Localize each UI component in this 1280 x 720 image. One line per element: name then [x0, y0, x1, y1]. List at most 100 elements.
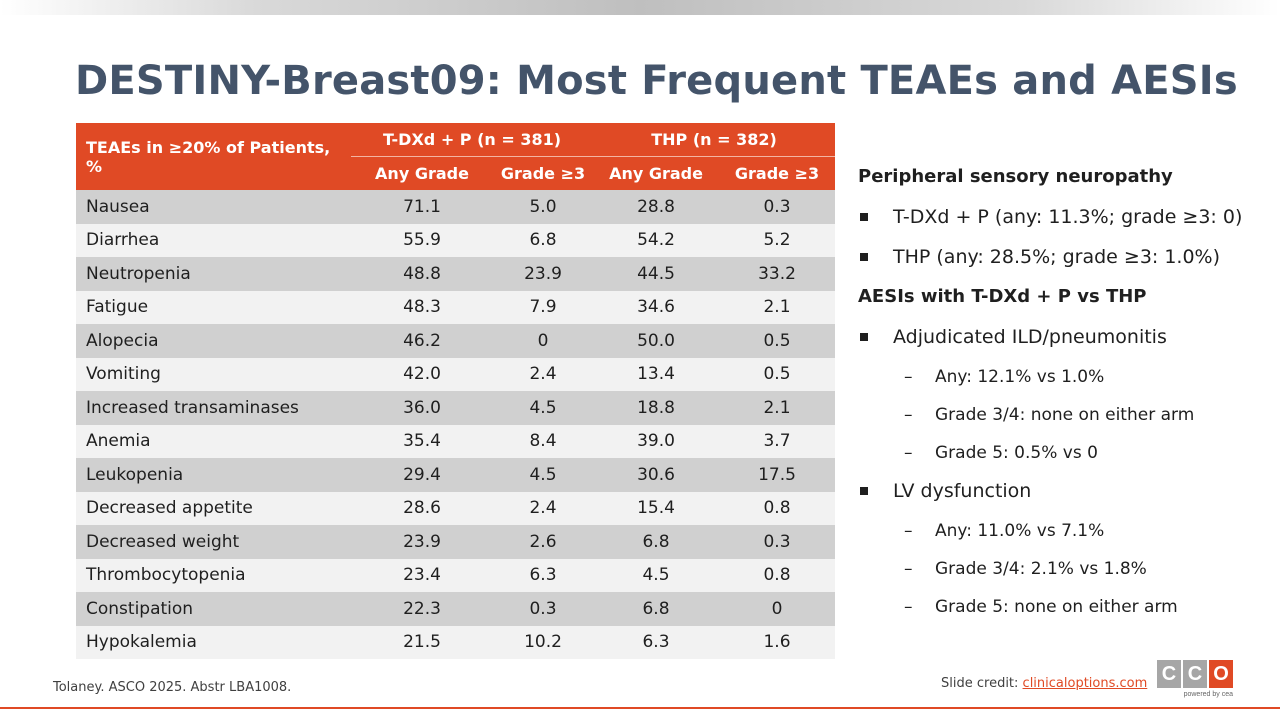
row-label: Neutropenia [76, 257, 351, 291]
sub-bullet-text: Grade 3/4: none on either arm [935, 405, 1195, 425]
table-row: Neutropenia 48.8 23.9 44.5 33.2 [76, 257, 836, 291]
table-cell: 0.3 [719, 190, 836, 224]
lv-sub-grade5: – Grade 5: none on either arm [858, 590, 1268, 628]
teae-table: TEAEs in ≥20% of Patients, % T-DXd + P (… [76, 123, 836, 659]
dash-bullet-icon: – [904, 559, 913, 579]
table-cell: 4.5 [493, 458, 594, 492]
table-cell: 15.4 [593, 491, 720, 525]
table-cell: 44.5 [593, 257, 720, 291]
table-cell: 34.6 [593, 290, 720, 324]
logo-letter-c1: C [1157, 660, 1181, 688]
row-label: Diarrhea [76, 223, 351, 257]
table-cell: 6.3 [493, 558, 594, 592]
table-row: Alopecia 46.2 0 50.0 0.5 [76, 324, 836, 358]
table-cell: 4.5 [493, 391, 594, 425]
dash-bullet-icon: – [904, 405, 913, 425]
slide-credit: Slide credit: clinicaloptions.com [941, 676, 1147, 691]
table-cell: 48.3 [351, 290, 493, 324]
sub-bullet-text: Any: 12.1% vs 1.0% [935, 367, 1105, 387]
table-cell: 2.1 [719, 391, 836, 425]
table-row: Anemia 35.4 8.4 39.0 3.7 [76, 424, 836, 458]
table-row: Fatigue 48.3 7.9 34.6 2.1 [76, 290, 836, 324]
table-cell: 0 [493, 324, 594, 358]
table-cell: 0.8 [719, 491, 836, 525]
table-cell: 18.8 [593, 391, 720, 425]
table-cell: 6.8 [493, 223, 594, 257]
sub-bullet-text: Any: 11.0% vs 7.1% [935, 521, 1105, 541]
group-header-tdxd: T-DXd + P (n = 381) [351, 123, 594, 157]
table-cell: 28.8 [593, 190, 720, 224]
table-row: Hypokalemia 21.5 10.2 6.3 1.6 [76, 625, 836, 659]
cco-logo: C C O powered by cea [1157, 660, 1233, 704]
ild-bullet: Adjudicated ILD/pneumonitis [858, 320, 1268, 360]
table-cell: 48.8 [351, 257, 493, 291]
table-cell: 21.5 [351, 625, 493, 659]
ild-sub-grade5: – Grade 5: 0.5% vs 0 [858, 436, 1268, 474]
dash-bullet-icon: – [904, 367, 913, 387]
square-bullet-icon [860, 213, 868, 221]
top-gradient-bar [0, 0, 1280, 15]
table-cell: 0.8 [719, 558, 836, 592]
table-row-header: TEAEs in ≥20% of Patients, % [76, 123, 351, 190]
row-label: Leukopenia [76, 458, 351, 492]
square-bullet-icon [860, 333, 868, 341]
row-label: Fatigue [76, 290, 351, 324]
group-header-thp: THP (n = 382) [593, 123, 836, 157]
row-label: Constipation [76, 592, 351, 626]
lv-sub-grade34: – Grade 3/4: 2.1% vs 1.8% [858, 552, 1268, 590]
table-cell: 6.3 [593, 625, 720, 659]
row-label: Increased transaminases [76, 391, 351, 425]
table-cell: 23.9 [351, 525, 493, 559]
table-cell: 2.4 [493, 491, 594, 525]
table-cell: 46.2 [351, 324, 493, 358]
dash-bullet-icon: – [904, 597, 913, 617]
table-cell: 29.4 [351, 458, 493, 492]
logo-letter-c2: C [1183, 660, 1207, 688]
table-cell: 71.1 [351, 190, 493, 224]
citation: Tolaney. ASCO 2025. Abstr LBA1008. [53, 680, 292, 695]
table-cell: 23.4 [351, 558, 493, 592]
table-row: Diarrhea 55.9 6.8 54.2 5.2 [76, 223, 836, 257]
logo-letter-o: O [1209, 660, 1233, 688]
aesi-heading: AESIs with T-DXd + P vs THP [858, 286, 1147, 307]
table-cell: 1.6 [719, 625, 836, 659]
bullet-text: LV dysfunction [893, 480, 1032, 502]
table-cell: 5.2 [719, 223, 836, 257]
subheader-grade3-tdxd: Grade ≥3 [493, 156, 594, 190]
table-cell: 0.3 [719, 525, 836, 559]
row-label: Vomiting [76, 357, 351, 391]
table-cell: 33.2 [719, 257, 836, 291]
table-cell: 2.4 [493, 357, 594, 391]
table-row: Constipation 22.3 0.3 6.8 0 [76, 592, 836, 626]
bullet-text: Adjudicated ILD/pneumonitis [893, 326, 1167, 348]
table-cell: 28.6 [351, 491, 493, 525]
sub-bullet-text: Grade 3/4: 2.1% vs 1.8% [935, 559, 1147, 579]
psn-bullet-thp: THP (any: 28.5%; grade ≥3: 1.0%) [858, 240, 1268, 280]
row-label: Anemia [76, 424, 351, 458]
row-label: Nausea [76, 190, 351, 224]
subheader-any-grade-thp: Any Grade [593, 156, 720, 190]
table-cell: 13.4 [593, 357, 720, 391]
table-cell: 30.6 [593, 458, 720, 492]
square-bullet-icon [860, 487, 868, 495]
subheader-grade3-thp: Grade ≥3 [719, 156, 836, 190]
table-cell: 5.0 [493, 190, 594, 224]
row-label: Alopecia [76, 324, 351, 358]
table-cell: 36.0 [351, 391, 493, 425]
row-label: Thrombocytopenia [76, 558, 351, 592]
table-row: Increased transaminases 36.0 4.5 18.8 2.1 [76, 391, 836, 425]
ild-sub-grade34: – Grade 3/4: none on either arm [858, 398, 1268, 436]
table-cell: 6.8 [593, 525, 720, 559]
table-cell: 7.9 [493, 290, 594, 324]
table-cell: 23.9 [493, 257, 594, 291]
table-cell: 10.2 [493, 625, 594, 659]
sub-bullet-text: Grade 5: 0.5% vs 0 [935, 443, 1098, 463]
table-cell: 3.7 [719, 424, 836, 458]
table-cell: 6.8 [593, 592, 720, 626]
credit-link[interactable]: clinicaloptions.com [1022, 676, 1148, 691]
table-cell: 22.3 [351, 592, 493, 626]
ild-sub-any: – Any: 12.1% vs 1.0% [858, 360, 1268, 398]
square-bullet-icon [860, 253, 868, 261]
table-row: Decreased appetite 28.6 2.4 15.4 0.8 [76, 491, 836, 525]
credit-label: Slide credit: [941, 676, 1023, 691]
